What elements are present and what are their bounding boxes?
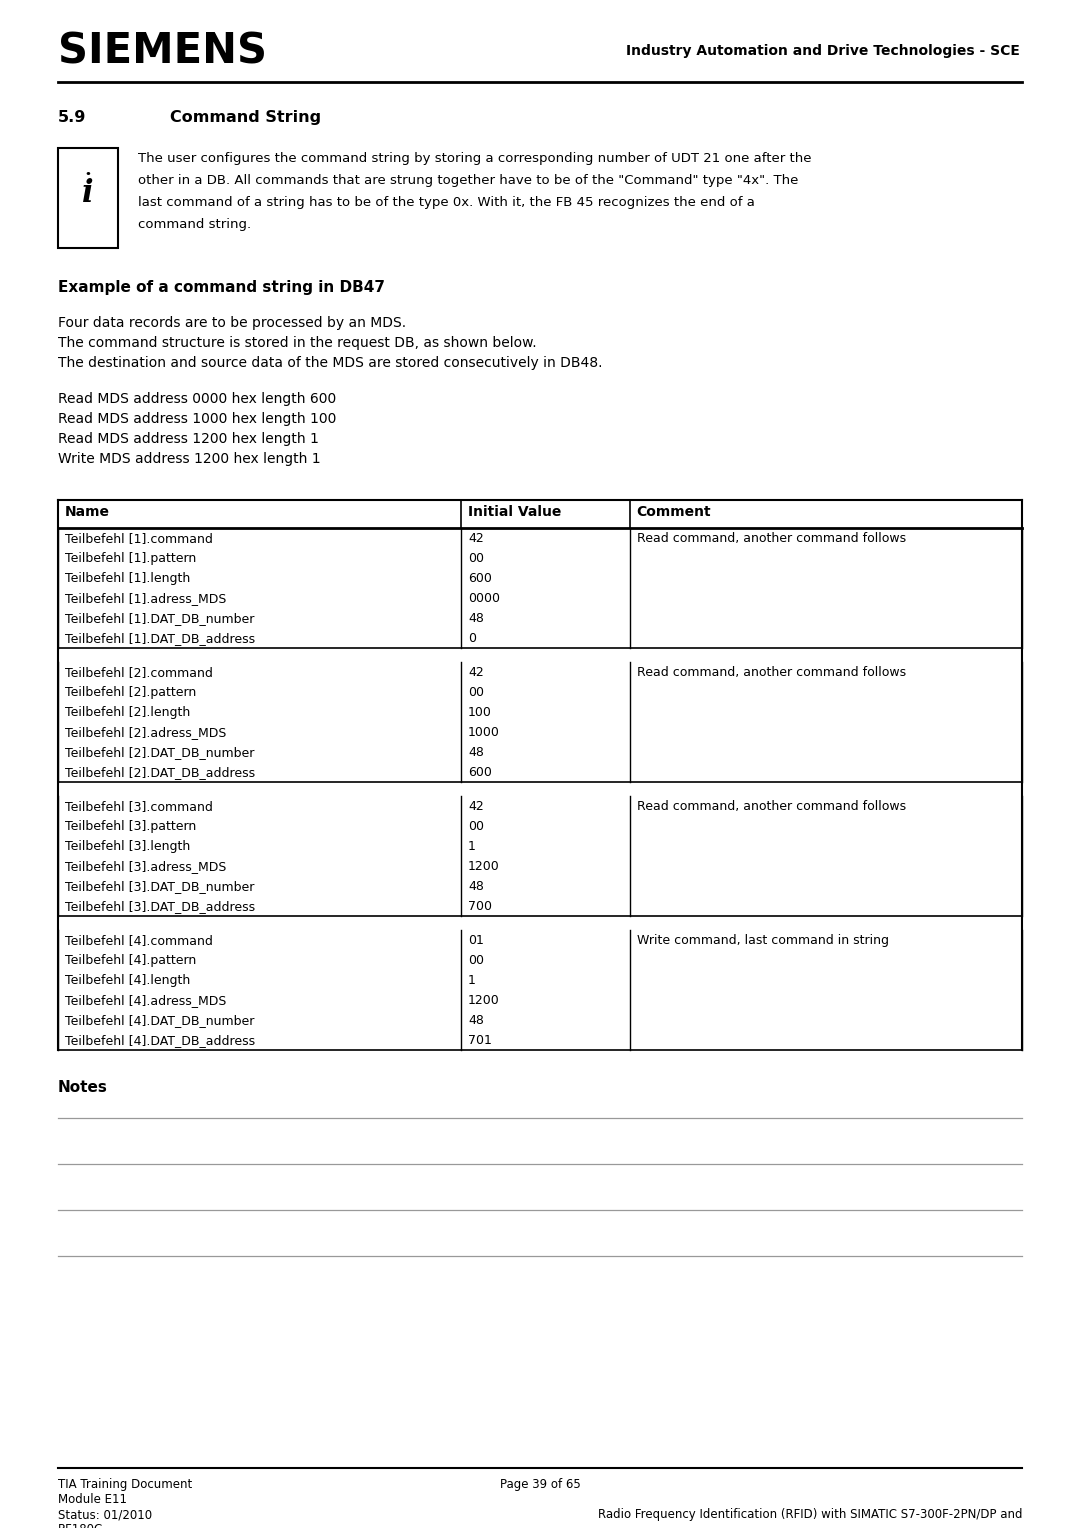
Text: 01: 01 [468,934,484,947]
Text: Teilbefehl [2].DAT_DB_number: Teilbefehl [2].DAT_DB_number [65,746,255,759]
Text: Command String: Command String [170,110,321,125]
Text: 1200: 1200 [468,860,500,872]
Text: Read MDS address 0000 hex length 600: Read MDS address 0000 hex length 600 [58,393,336,406]
Text: 00: 00 [468,686,484,698]
Text: Read command, another command follows: Read command, another command follows [636,532,906,545]
Text: Industry Automation and Drive Technologies - SCE: Industry Automation and Drive Technologi… [626,44,1020,58]
Text: Page 39 of 65: Page 39 of 65 [500,1478,580,1491]
Bar [58,148,118,248]
Text: 48: 48 [468,1015,484,1027]
Text: last command of a string has to be of the type 0x. With it, the FB 45 recognizes: last command of a string has to be of th… [138,196,755,209]
Text: Teilbefehl [2].command: Teilbefehl [2].command [65,666,213,678]
Text: Teilbefehl [4].length: Teilbefehl [4].length [65,973,190,987]
Text: Teilbefehl [1].length: Teilbefehl [1].length [65,571,190,585]
Text: 00: 00 [468,821,484,833]
Text: 600: 600 [468,766,491,779]
Text: Teilbefehl [4].DAT_DB_number: Teilbefehl [4].DAT_DB_number [65,1015,255,1027]
Text: 42: 42 [468,801,484,813]
Text: Teilbefehl [4].adress_MDS: Teilbefehl [4].adress_MDS [65,995,227,1007]
Text: 00: 00 [468,953,484,967]
Text: Read command, another command follows: Read command, another command follows [636,801,906,813]
Text: Teilbefehl [3].length: Teilbefehl [3].length [65,840,190,853]
Text: Teilbefehl [1].adress_MDS: Teilbefehl [1].adress_MDS [65,591,227,605]
Text: Read MDS address 1000 hex length 100: Read MDS address 1000 hex length 100 [58,413,336,426]
Text: 48: 48 [468,613,484,625]
Text: Teilbefehl [4].DAT_DB_address: Teilbefehl [4].DAT_DB_address [65,1034,255,1047]
Text: command string.: command string. [138,219,252,231]
Text: 48: 48 [468,746,484,759]
Text: other in a DB. All commands that are strung together have to be of the "Command": other in a DB. All commands that are str… [138,174,798,186]
Text: Teilbefehl [3].DAT_DB_address: Teilbefehl [3].DAT_DB_address [65,900,255,914]
Text: Notes: Notes [58,1080,108,1096]
Text: 700: 700 [468,900,492,914]
Text: 5.9: 5.9 [58,110,86,125]
Text: 1200: 1200 [468,995,500,1007]
Text: 1: 1 [468,840,476,853]
Text: 0: 0 [468,633,476,645]
Text: Write command, last command in string: Write command, last command in string [636,934,889,947]
Text: RF180C: RF180C [58,1523,104,1528]
Text: Read MDS address 1200 hex length 1: Read MDS address 1200 hex length 1 [58,432,319,446]
Text: Comment: Comment [636,504,712,520]
Text: Write MDS address 1200 hex length 1: Write MDS address 1200 hex length 1 [58,452,321,466]
Text: The command structure is stored in the request DB, as shown below.: The command structure is stored in the r… [58,336,537,350]
Text: Teilbefehl [2].length: Teilbefehl [2].length [65,706,190,720]
Text: Teilbefehl [2].adress_MDS: Teilbefehl [2].adress_MDS [65,726,227,740]
Text: ·: · [84,167,92,183]
Text: Teilbefehl [2].DAT_DB_address: Teilbefehl [2].DAT_DB_address [65,766,255,779]
Text: i: i [82,177,94,209]
Text: Example of a command string in DB47: Example of a command string in DB47 [58,280,384,295]
Text: 1: 1 [468,973,476,987]
Text: Teilbefehl [3].DAT_DB_number: Teilbefehl [3].DAT_DB_number [65,880,255,892]
Text: The user configures the command string by storing a corresponding number of UDT : The user configures the command string b… [138,151,811,165]
Text: Four data records are to be processed by an MDS.: Four data records are to be processed by… [58,316,406,330]
Text: 48: 48 [468,880,484,892]
Text: Teilbefehl [4].command: Teilbefehl [4].command [65,934,213,947]
Text: Teilbefehl [3].command: Teilbefehl [3].command [65,801,213,813]
Text: Read command, another command follows: Read command, another command follows [636,666,906,678]
Text: Name: Name [65,504,110,520]
Text: Teilbefehl [2].pattern: Teilbefehl [2].pattern [65,686,197,698]
Text: 42: 42 [468,532,484,545]
Text: Teilbefehl [1].command: Teilbefehl [1].command [65,532,213,545]
Text: 1000: 1000 [468,726,500,740]
Text: TIA Training Document: TIA Training Document [58,1478,192,1491]
Text: Teilbefehl [3].adress_MDS: Teilbefehl [3].adress_MDS [65,860,227,872]
Text: The destination and source data of the MDS are stored consecutively in DB48.: The destination and source data of the M… [58,356,603,370]
Text: Teilbefehl [3].pattern: Teilbefehl [3].pattern [65,821,197,833]
Text: 600: 600 [468,571,491,585]
Text: SIEMENS: SIEMENS [58,31,267,72]
Text: Radio Frequency Identification (RFID) with SIMATIC S7-300F-2PN/DP and: Radio Frequency Identification (RFID) wi… [597,1508,1022,1520]
Text: Teilbefehl [1].DAT_DB_address: Teilbefehl [1].DAT_DB_address [65,633,255,645]
Text: Teilbefehl [4].pattern: Teilbefehl [4].pattern [65,953,197,967]
Text: 0000: 0000 [468,591,500,605]
Text: 00: 00 [468,552,484,565]
Text: Status: 01/2010: Status: 01/2010 [58,1508,152,1520]
Text: Teilbefehl [1].pattern: Teilbefehl [1].pattern [65,552,197,565]
Text: Module E11: Module E11 [58,1493,127,1507]
Text: Teilbefehl [1].DAT_DB_number: Teilbefehl [1].DAT_DB_number [65,613,255,625]
Text: 42: 42 [468,666,484,678]
Text: 701: 701 [468,1034,491,1047]
Text: 100: 100 [468,706,491,720]
Text: Initial Value: Initial Value [468,504,562,520]
